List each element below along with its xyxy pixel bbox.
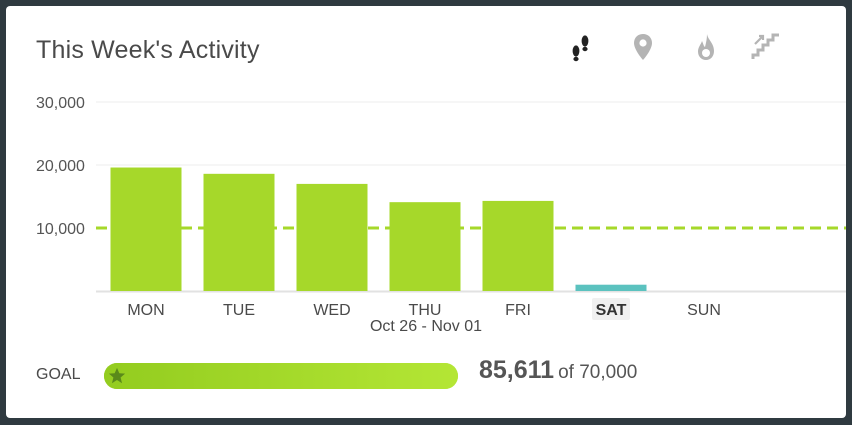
activity-card: This Week's Activity <box>6 6 846 418</box>
goal-summary: 85,611 of 70,000 <box>479 356 637 385</box>
steps-bar-chart: 30,000 20,000 10,000 MON TUE WED THU FRI SAT SUN <box>6 6 846 336</box>
x-tick-label: SUN <box>687 302 721 319</box>
y-tick-label: 30,000 <box>36 95 85 112</box>
goal-label: GOAL <box>36 366 80 384</box>
star-icon <box>108 367 126 385</box>
bar-sat <box>576 285 647 291</box>
x-tick-label: TUE <box>223 302 255 319</box>
x-tick-label: FRI <box>505 302 531 319</box>
goal-value: 85,611 <box>479 356 554 384</box>
x-tick-label: THU <box>409 302 442 319</box>
x-tick-label: MON <box>127 302 164 319</box>
goal-progress-fill <box>104 363 458 389</box>
bar-tue <box>204 174 275 291</box>
bar-thu <box>390 202 461 291</box>
x-tick-label: WED <box>313 302 350 319</box>
bar-wed <box>297 184 368 291</box>
y-tick-label: 20,000 <box>36 158 85 175</box>
bar-fri <box>483 201 554 291</box>
goal-progress-bar <box>104 363 458 389</box>
goal-target: of 70,000 <box>558 362 637 383</box>
x-tick-label: SAT <box>596 302 627 319</box>
date-range: Oct 26 - Nov 01 <box>296 318 556 336</box>
y-tick-label: 10,000 <box>36 221 85 238</box>
